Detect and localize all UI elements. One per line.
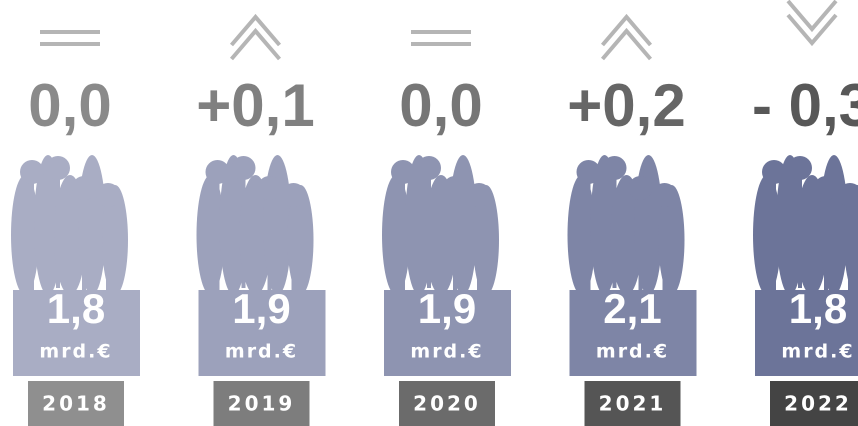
value-label: 1,9 bbox=[418, 285, 476, 332]
flower-stem bbox=[30, 172, 34, 292]
year-label: 2018 bbox=[42, 392, 110, 416]
trend-icon bbox=[411, 32, 471, 44]
unit-label: mrd.€ bbox=[225, 341, 298, 363]
flower-stem bbox=[798, 168, 802, 288]
trend-icon bbox=[40, 32, 100, 44]
value-label: 1,9 bbox=[232, 285, 290, 332]
value-label: 1,8 bbox=[47, 285, 105, 332]
flower-stem bbox=[56, 168, 60, 288]
change-label: +0,2 bbox=[567, 72, 685, 139]
flower-stem bbox=[772, 172, 776, 292]
flower-stem bbox=[613, 168, 617, 288]
unit-label: mrd.€ bbox=[781, 341, 854, 363]
flower-stem bbox=[242, 168, 246, 288]
flower-stem bbox=[587, 172, 591, 292]
change-label: 0,0 bbox=[399, 72, 482, 139]
value-label: 2,1 bbox=[603, 285, 661, 332]
trend-icon bbox=[788, 1, 836, 43]
trend-icon bbox=[232, 17, 280, 59]
change-label: +0,1 bbox=[196, 72, 314, 139]
unit-label: mrd.€ bbox=[410, 341, 483, 363]
flower-stem bbox=[401, 172, 405, 292]
year-label: 2021 bbox=[599, 392, 667, 416]
change-label: - 0,3 bbox=[752, 72, 858, 139]
change-label: 0,0 bbox=[28, 72, 111, 139]
unit-label: mrd.€ bbox=[596, 341, 669, 363]
year-label: 2022 bbox=[784, 392, 852, 416]
trend-icon bbox=[603, 17, 651, 59]
flower-stem bbox=[427, 168, 431, 288]
year-label: 2019 bbox=[228, 392, 296, 416]
value-label: 1,8 bbox=[789, 285, 847, 332]
unit-label: mrd.€ bbox=[39, 341, 112, 363]
infographic: 0,0 1,8 mrd.€ 2018 +0,1 1,9 mrd.€ 2019 0,0 1,9 mrd… bbox=[0, 0, 858, 426]
year-label: 2020 bbox=[413, 392, 481, 416]
flower-stem bbox=[216, 172, 220, 292]
